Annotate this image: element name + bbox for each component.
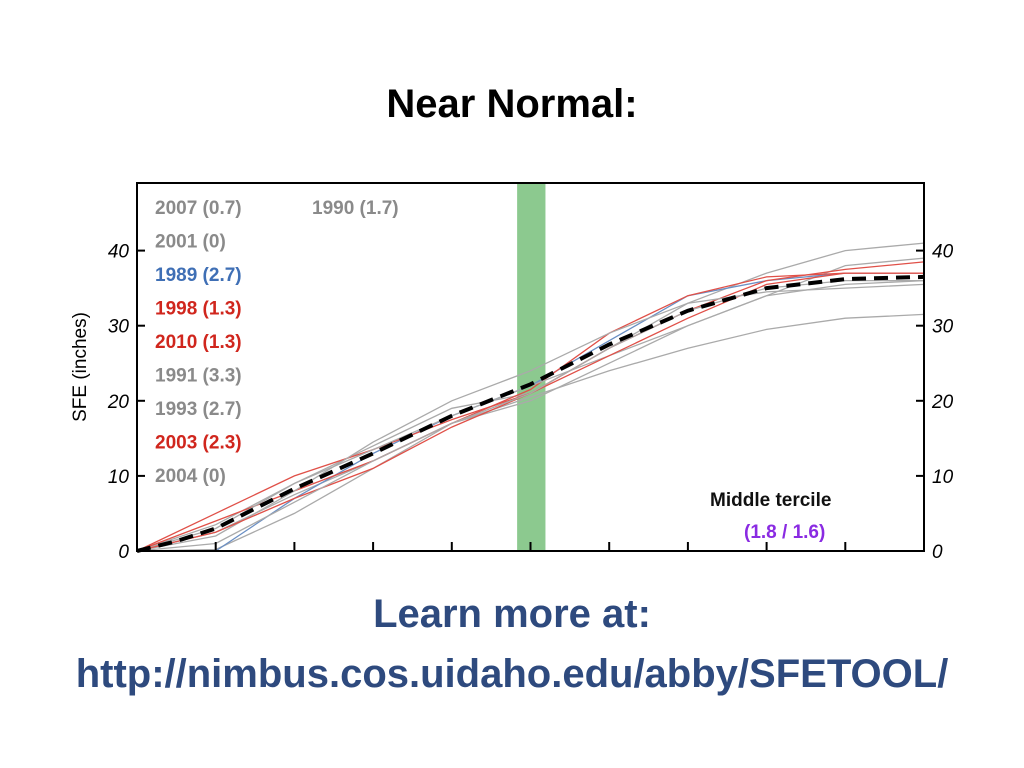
y-tick-label-right: 20 [931,392,954,413]
y-tick-label-left: 30 [108,317,130,338]
legend-entry: 2007 (0.7) [155,198,242,219]
y-tick-label-right: 10 [932,467,954,488]
learn-more-url[interactable]: http://nimbus.cos.uidaho.edu/abby/SFETOO… [75,652,949,696]
y-tick-label-left: 10 [108,467,130,488]
legend-entry: 2003 (2.3) [155,433,242,454]
legend: 2007 (0.7) 1990 (1.7) 2001 (0) 1989 (2.7) 19… [155,198,399,487]
y-tick-label-right: 30 [932,317,954,338]
slide-title: Near Normal: [386,82,638,126]
series-line-6 [136,283,925,552]
y-tick-label-right: 0 [932,542,943,563]
y-axis-label: SFE (inches) [70,312,91,422]
y-tick-label-left: 40 [108,242,130,263]
learn-more-label: Learn more at: [373,592,651,636]
middle-tercile-band [517,183,546,551]
legend-entry: 1993 (2.7) [155,399,242,420]
y-tick-label-left: 20 [107,392,130,413]
legend-entry: 1991 (3.3) [155,366,242,387]
legend-entry: 1998 (1.3) [155,299,242,320]
legend-entry: 2004 (0) [155,466,226,487]
middle-tercile-label: Middle tercile [710,490,831,511]
legend-entry: 2001 (0) [155,232,226,253]
mean-series-line [136,274,925,553]
y-tick-label-right: 40 [932,242,954,263]
legend-entry: 1989 (2.7) [155,265,242,286]
legend-entry: 2010 (1.3) [155,332,242,353]
middle-tercile-value: (1.8 / 1.6) [744,522,825,543]
y-tick-label-left: 0 [118,542,129,563]
legend-entry: 1990 (1.7) [312,198,399,219]
axes-layer: 0 0 10 10 20 20 30 30 40 40 [107,242,954,563]
series-line-2 [136,313,925,552]
